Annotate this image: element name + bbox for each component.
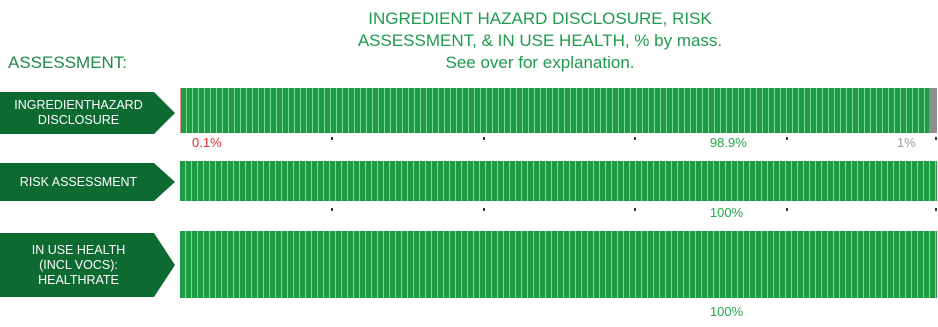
data-label: 100% [709, 304, 744, 319]
data-label: 1% [897, 135, 916, 150]
row-label-3: IN USE HEALTH (INCL VOCS): HEALTHRATE [0, 233, 175, 297]
row-label-line: DISCLOSURE [37, 113, 120, 127]
bar-segment [180, 161, 937, 201]
section-label: ASSESSMENT: [8, 53, 128, 72]
axis-tick [785, 208, 788, 211]
chart-title: INGREDIENT HAZARD DISCLOSURE, RISK ASSES… [300, 8, 780, 74]
row-label-line: (INCL VOCS): [39, 257, 118, 272]
axis-tick [634, 208, 637, 211]
bar-track-3 [180, 231, 937, 298]
bar-segment [180, 88, 930, 133]
bar-track-1 [180, 88, 937, 133]
axis-tick [331, 137, 334, 140]
chart-title-line-3: See over for explanation. [445, 53, 635, 72]
row-label-line: INGREDIENTHAZARD [14, 98, 143, 112]
row-label-line: HEALTHRATE [38, 272, 119, 287]
data-label: 100% [709, 205, 744, 220]
bar-segment [929, 88, 937, 133]
axis-tick [634, 137, 637, 140]
row-label-line: IN USE HEALTH [31, 242, 126, 257]
axis-tick [785, 137, 788, 140]
chart-title-line-1: INGREDIENT HAZARD DISCLOSURE, RISK [368, 9, 712, 28]
axis-tick [935, 137, 937, 140]
axis-tick [935, 208, 937, 211]
row-label-2: RISK ASSESSMENT [0, 163, 175, 201]
bar-segment [180, 231, 937, 298]
axis-tick [482, 208, 485, 211]
data-label: 98.9% [709, 135, 747, 150]
row-label-line: RISK ASSESSMENT [19, 174, 138, 189]
axis-tick [482, 137, 485, 140]
row-label-1: INGREDIENTHAZARD DISCLOSURE [0, 92, 175, 134]
axis-tick [331, 208, 334, 211]
data-label: 0.1% [192, 135, 222, 150]
bar-track-2 [180, 161, 937, 201]
chart-title-line-2: ASSESSMENT, & IN USE HEALTH, % by mass. [357, 31, 723, 50]
